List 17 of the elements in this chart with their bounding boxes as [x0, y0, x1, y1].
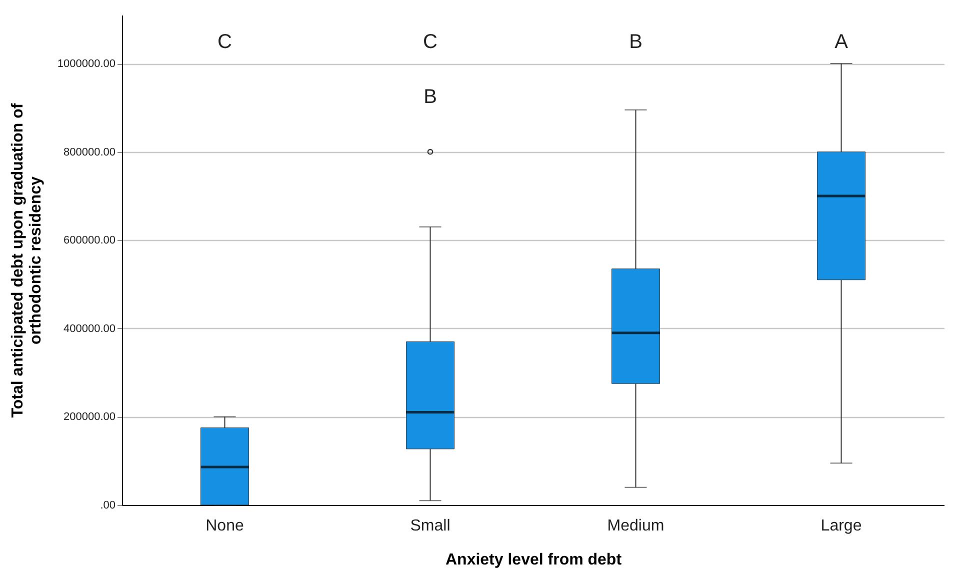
annotation: B	[629, 31, 642, 53]
x-tick-label: None	[206, 518, 244, 534]
y-tick-label: 400000.00	[64, 322, 116, 335]
annotation: A	[834, 31, 849, 53]
y-tick-label: 1000000.00	[57, 58, 116, 70]
x-tick-label: Small	[410, 518, 450, 534]
y-tick-label: 600000.00	[64, 234, 116, 247]
y-tick-label: 200000.00	[64, 411, 116, 424]
x-axis-title: Anxiety level from debt	[445, 552, 622, 568]
y-tick-label: .00	[100, 500, 116, 512]
x-tick-label: Medium	[607, 518, 664, 534]
y-axis-title: Total anticipated debt upon graduation of orthodontic residency	[9, 102, 44, 418]
annotation: C	[423, 31, 438, 53]
y-tick-label: 800000.00	[64, 146, 116, 158]
annotation: B	[424, 86, 437, 108]
annotation: C	[218, 31, 232, 53]
x-tick-label: Large	[820, 518, 862, 534]
